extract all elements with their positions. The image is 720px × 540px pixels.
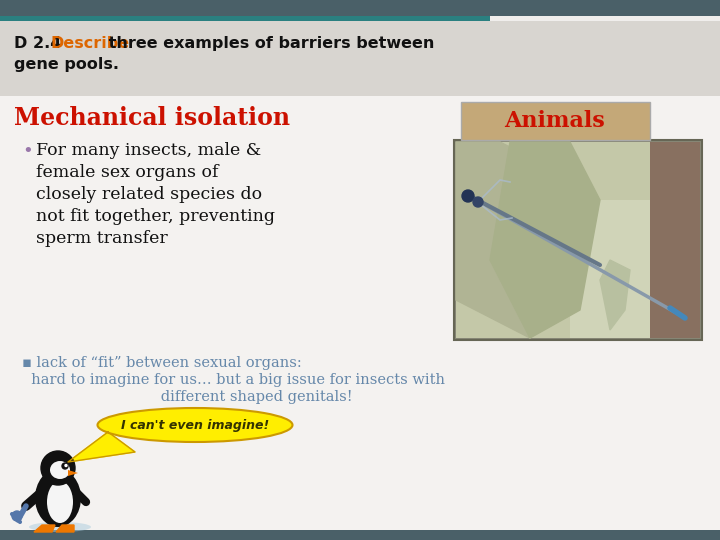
Text: D 2.4: D 2.4 [14, 36, 67, 51]
Text: different shaped genitals!: different shaped genitals! [22, 390, 353, 404]
Polygon shape [56, 525, 74, 532]
Text: sperm transfer: sperm transfer [36, 230, 168, 247]
FancyBboxPatch shape [0, 96, 720, 540]
Circle shape [462, 190, 474, 202]
Circle shape [62, 463, 68, 469]
FancyBboxPatch shape [0, 21, 720, 96]
Text: For many insects, male &: For many insects, male & [36, 142, 261, 159]
Text: hard to imagine for us… but a big issue for insects with: hard to imagine for us… but a big issue … [22, 373, 445, 387]
Text: not fit together, preventing: not fit together, preventing [36, 208, 275, 225]
Text: female sex organs of: female sex organs of [36, 164, 218, 181]
Ellipse shape [47, 481, 73, 523]
Ellipse shape [35, 469, 81, 527]
FancyBboxPatch shape [454, 140, 702, 340]
Polygon shape [34, 525, 55, 532]
Circle shape [65, 464, 67, 467]
Ellipse shape [29, 522, 91, 532]
Polygon shape [456, 142, 570, 338]
Text: Describe: Describe [50, 36, 129, 51]
FancyBboxPatch shape [456, 142, 700, 338]
Circle shape [12, 511, 22, 521]
Polygon shape [68, 432, 135, 462]
Ellipse shape [97, 408, 292, 442]
Text: Mechanical isolation: Mechanical isolation [14, 106, 290, 130]
Text: closely related species do: closely related species do [36, 186, 262, 203]
FancyBboxPatch shape [0, 530, 720, 540]
Text: ▪ lack of “fit” between sexual organs:: ▪ lack of “fit” between sexual organs: [22, 356, 302, 370]
FancyBboxPatch shape [461, 102, 650, 140]
Polygon shape [600, 260, 630, 330]
FancyBboxPatch shape [570, 200, 670, 338]
Polygon shape [490, 142, 600, 338]
Circle shape [41, 451, 75, 485]
Ellipse shape [50, 461, 70, 479]
FancyBboxPatch shape [0, 0, 720, 16]
Text: •: • [22, 142, 32, 160]
Text: gene pools.: gene pools. [14, 57, 119, 72]
FancyBboxPatch shape [650, 142, 700, 338]
Text: I can't even imagine!: I can't even imagine! [121, 418, 269, 431]
Text: Animals: Animals [505, 110, 606, 132]
Polygon shape [68, 470, 78, 476]
Text: three examples of barriers between: three examples of barriers between [103, 36, 434, 51]
Circle shape [473, 197, 483, 207]
FancyBboxPatch shape [0, 16, 490, 21]
